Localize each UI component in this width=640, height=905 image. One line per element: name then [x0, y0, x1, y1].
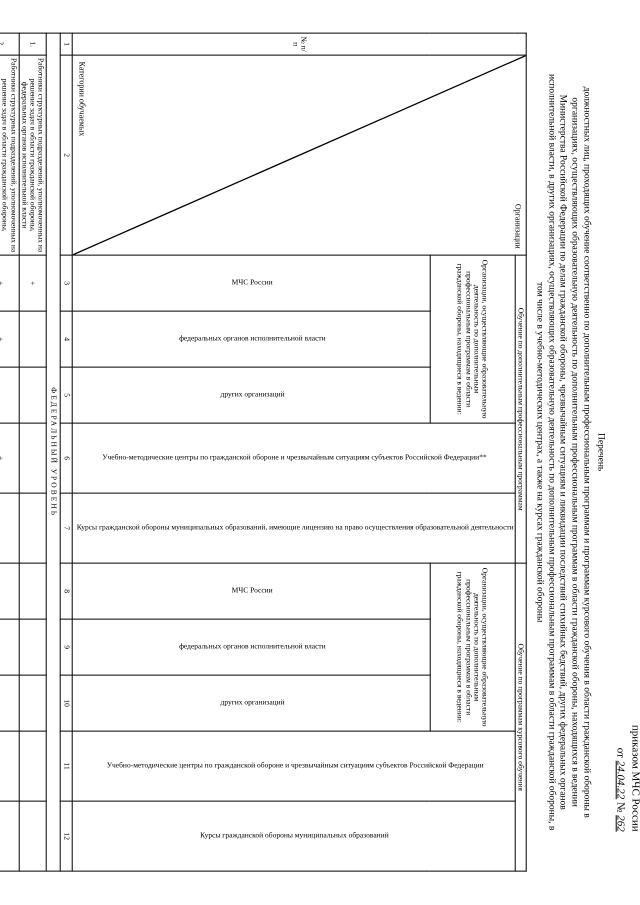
- main-table: № п/п Организации Категории обучаемых Об…: [0, 33, 527, 872]
- title-body: должностных лиц, проходящих обучение соо…: [533, 72, 592, 832]
- sub-dpp: Организации, осуществляющие образователь…: [431, 255, 516, 423]
- approval-block: УТВЕРЖДЕН приказом МЧС России от 24.04.2…: [614, 33, 640, 832]
- category-cell: Работники структурных подразделений, упо…: [0, 55, 19, 255]
- band-row: ФЕДЕРАЛЬНЫЙ УРОВЕНЬ: [47, 33, 61, 871]
- col-10: других организаций: [73, 676, 430, 732]
- col-7: Курсы гражданской обороны муниципальных …: [73, 493, 515, 563]
- col-12: Курсы гражданской обороны муниципальных …: [73, 802, 515, 872]
- group-kurs: Обучение по программам курсового обучени…: [515, 564, 526, 872]
- diag-label-bottom: Категории обучаемых: [78, 62, 87, 137]
- band-label: ФЕДЕРАЛЬНЫЙ УРОВЕНЬ: [47, 33, 61, 871]
- col-5: других организаций: [73, 367, 430, 423]
- date-line: от 24.04.22 № 262: [614, 33, 628, 832]
- document-page: УТВЕРЖДЕН приказом МЧС России от 24.04.2…: [0, 33, 640, 872]
- col-11: Учебно-методические центры по гражданско…: [73, 732, 515, 802]
- header-row-1: № п/п Организации Категории обучаемых Об…: [515, 33, 526, 871]
- table-row: 1. Работники структурных подразделений, …: [19, 33, 47, 871]
- title-main: Перечень: [594, 72, 606, 832]
- col-3: МЧС России: [73, 255, 430, 311]
- sub-kurs: Организации, осуществляющие образователь…: [431, 564, 516, 732]
- title-block: Перечень должностных лиц, проходящих обу…: [533, 72, 606, 832]
- order-line: приказом МЧС России: [629, 33, 640, 832]
- col-num: № п/п: [73, 33, 526, 55]
- group-dpp: Обучение по дополнительным профессиональ…: [515, 255, 526, 563]
- diagonal-cell: Организации Категории обучаемых: [73, 55, 526, 255]
- handwritten-date: 24.04.22: [616, 761, 628, 800]
- col-9: федеральных органов исполнительной власт…: [73, 620, 430, 676]
- diagonal-line: [74, 56, 526, 255]
- number-row: 1 2 3 4 5 6 7 8 9 10 11 12: [61, 33, 73, 871]
- col-8: МЧС России: [73, 564, 430, 620]
- table-row: 2. Работники структурных подразделений, …: [0, 33, 19, 871]
- category-cell: Работники структурных подразделений, упо…: [19, 55, 47, 255]
- diag-label-top: Организации: [513, 204, 522, 249]
- handwritten-num: 262: [616, 816, 628, 833]
- col-4: федеральных органов исполнительной власт…: [73, 311, 430, 367]
- col-6: Учебно-методические центры по гражданско…: [73, 423, 515, 493]
